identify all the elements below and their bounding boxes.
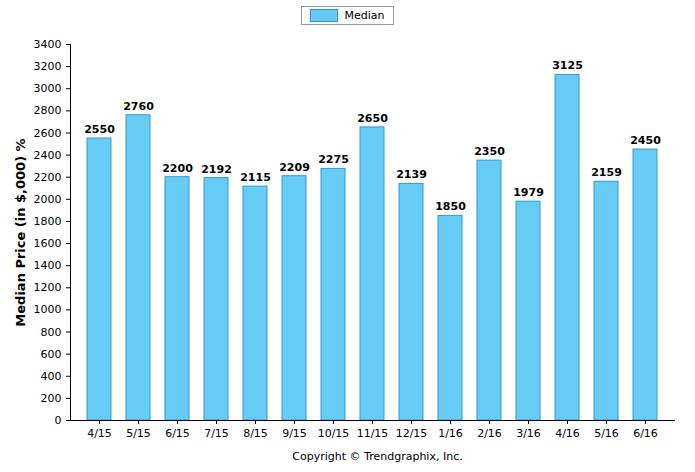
svg-text:1800: 1800: [34, 215, 62, 228]
html-text:Median: Median: [344, 8, 385, 22]
svg-text:2115: 2115: [240, 171, 271, 184]
svg-text:7/15: 7/15: [204, 427, 229, 440]
svg-text:3125: 3125: [552, 59, 583, 72]
svg-text:11/15: 11/15: [357, 427, 389, 440]
svg-text:1600: 1600: [34, 237, 62, 250]
svg-text:2139: 2139: [396, 168, 427, 181]
svg-text:600: 600: [41, 348, 62, 361]
svg-text:2350: 2350: [474, 145, 505, 158]
svg-text:3200: 3200: [34, 60, 62, 73]
svg-text:2760: 2760: [123, 100, 154, 113]
svg-text:1979: 1979: [513, 186, 544, 199]
svg-text:5/16: 5/16: [594, 427, 619, 440]
svg-text:2159: 2159: [591, 166, 622, 179]
svg-text:200: 200: [41, 392, 62, 405]
svg-text:6/16: 6/16: [633, 427, 658, 440]
svg-text:1/16: 1/16: [438, 427, 463, 440]
svg-text:2400: 2400: [34, 149, 62, 162]
svg-text:1850: 1850: [435, 200, 466, 213]
svg-text:2192: 2192: [201, 163, 232, 176]
svg-text:2/16: 2/16: [477, 427, 502, 440]
svg-text:4/16: 4/16: [555, 427, 580, 440]
svg-text:12/15: 12/15: [396, 427, 428, 440]
svg-text:400: 400: [41, 370, 62, 383]
svg-text:Median Price (in $,000) %: Median Price (in $,000) %: [13, 138, 28, 326]
svg-text:2275: 2275: [318, 153, 349, 166]
svg-text:800: 800: [41, 326, 62, 339]
svg-text:2200: 2200: [34, 171, 62, 184]
svg-text:3/16: 3/16: [516, 427, 541, 440]
svg-text:2200: 2200: [162, 162, 193, 175]
svg-text:5/15: 5/15: [126, 427, 151, 440]
svg-text:2450: 2450: [630, 134, 661, 147]
svg-text:6/15: 6/15: [165, 427, 190, 440]
svg-text:2650: 2650: [357, 112, 388, 125]
svg-text:1400: 1400: [34, 259, 62, 272]
svg-text:2800: 2800: [34, 104, 62, 117]
svg-text:4/15: 4/15: [87, 427, 112, 440]
svg-text:2000: 2000: [34, 193, 62, 206]
svg-text:1200: 1200: [34, 281, 62, 294]
svg-text:2209: 2209: [279, 161, 310, 174]
svg-text:3000: 3000: [34, 82, 62, 95]
svg-text:1000: 1000: [34, 303, 62, 316]
svg-text:10/15: 10/15: [318, 427, 350, 440]
svg-text:2600: 2600: [34, 126, 62, 139]
svg-text:8/15: 8/15: [243, 427, 268, 440]
html-text:Copyright © Trendgraphix, Inc.: Copyright © Trendgraphix, Inc.: [292, 450, 463, 463]
svg-text:9/15: 9/15: [282, 427, 307, 440]
svg-text:0: 0: [55, 414, 62, 427]
svg-text:3400: 3400: [34, 38, 62, 51]
svg-text:2550: 2550: [84, 123, 115, 136]
